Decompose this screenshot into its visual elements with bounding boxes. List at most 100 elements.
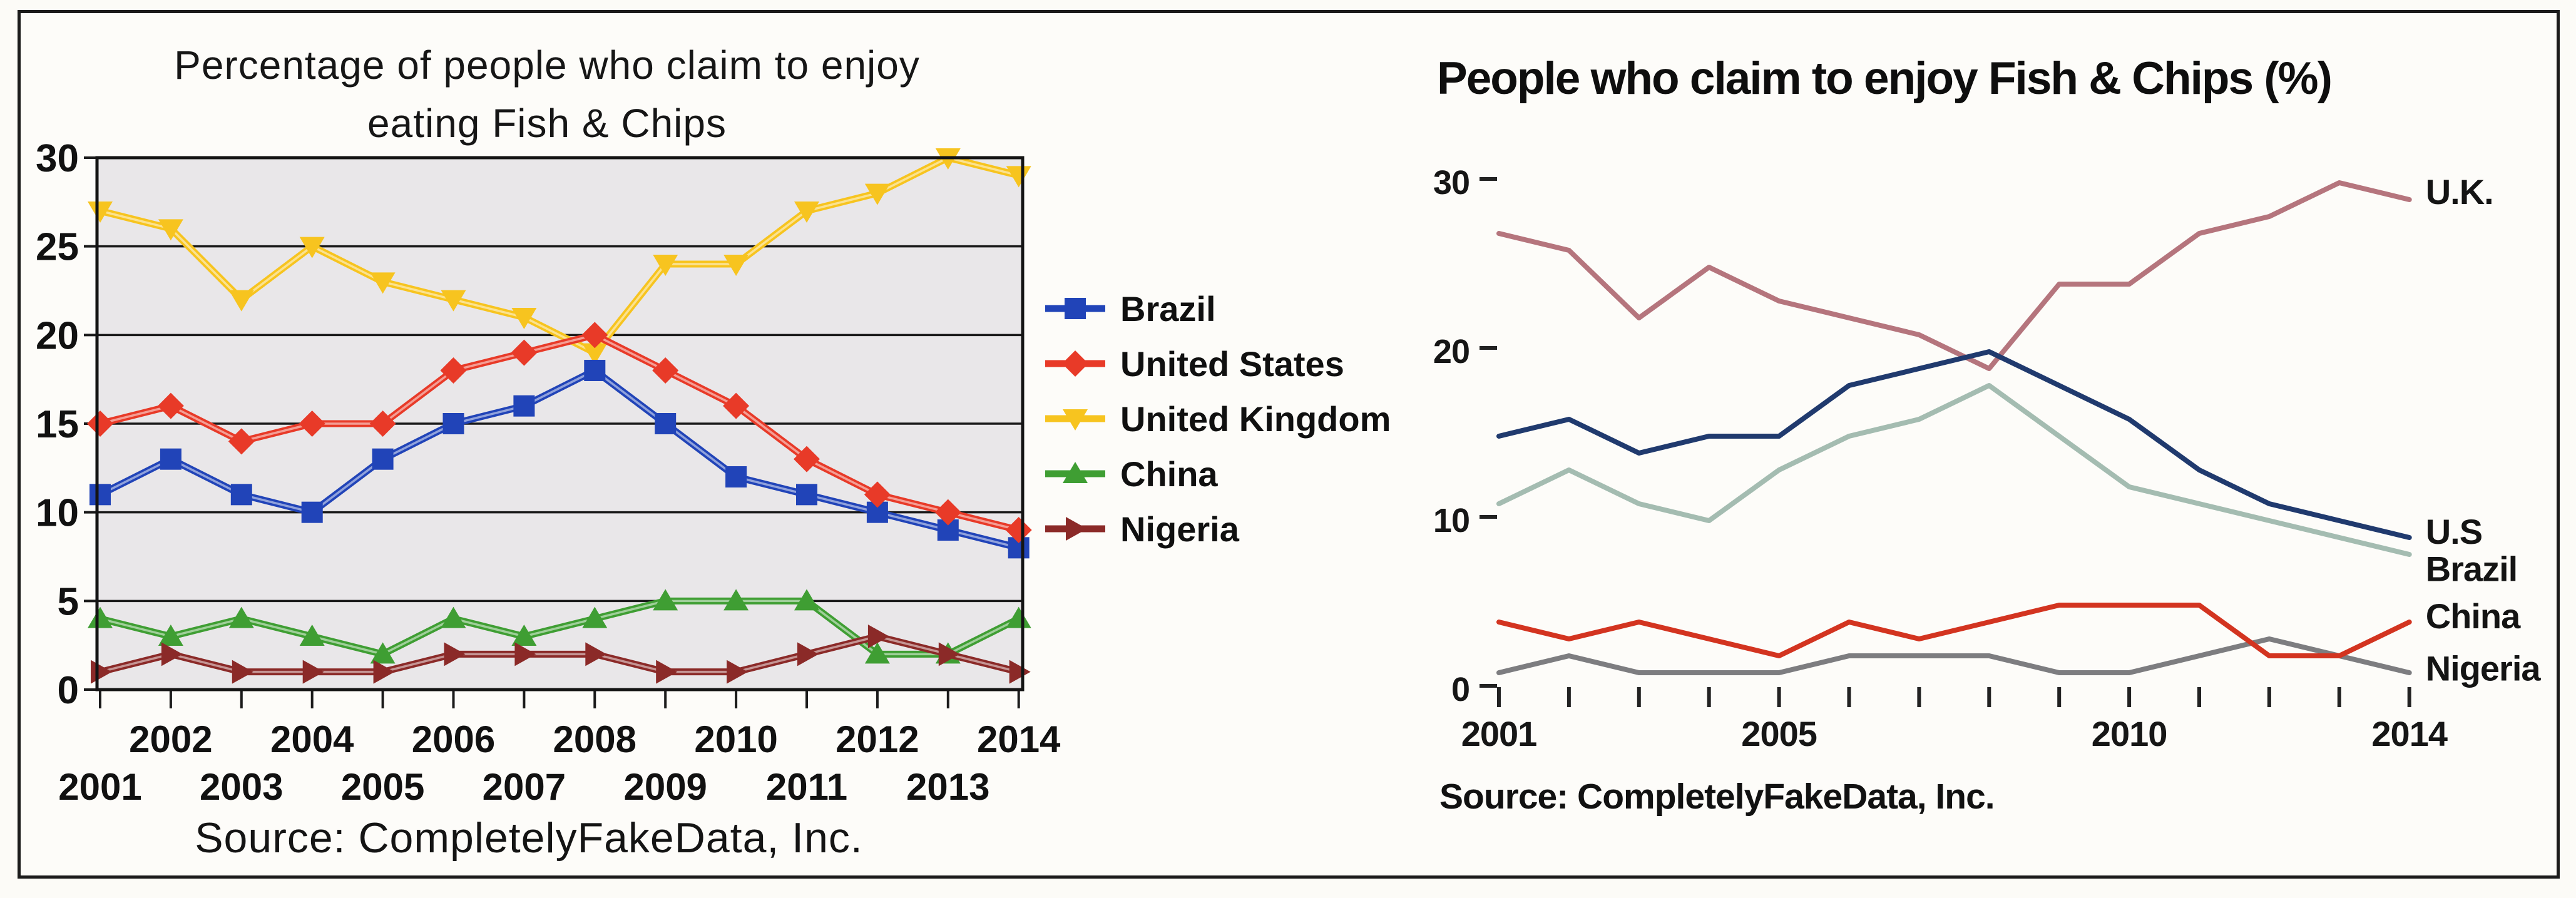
series-line	[1496, 383, 2412, 557]
x-axis-label: 2010	[2092, 714, 2167, 753]
series-china	[1496, 603, 2412, 658]
right-chart-x-axis: 2001 2005 2010 2014	[1461, 687, 2448, 753]
data-point-marker-diamond	[1062, 350, 1088, 377]
y-axis-label: 30	[36, 137, 79, 180]
data-point-marker-diamond	[864, 481, 891, 508]
data-point-marker-diamond	[511, 339, 538, 366]
legend-label: China	[1120, 454, 1218, 494]
data-point-marker-square	[1065, 298, 1086, 319]
y-axis-label: 10	[36, 492, 79, 535]
data-point-marker-square	[301, 501, 323, 523]
data-point-marker-diamond	[934, 499, 961, 526]
data-point-marker-triangle-right	[302, 660, 324, 684]
series-line	[1496, 349, 2412, 540]
data-point-marker-diamond	[440, 357, 467, 384]
y-axis-label: 30	[1433, 164, 1469, 202]
series-line	[1496, 603, 2412, 658]
left-chart-x-axis: 2001 2002 2003 2004 2005 2006 2007 2008 2009 2010…	[58, 690, 1061, 808]
data-point-marker-triangle-up	[511, 625, 537, 646]
data-point-marker-triangle-down	[794, 202, 819, 223]
data-point-marker-diamond	[299, 411, 325, 437]
data-point-marker-triangle-down	[228, 290, 254, 312]
right-chart-title: People who claim to enjoy Fish & Chips (…	[1437, 53, 2333, 104]
data-point-marker-triangle-down	[299, 237, 325, 258]
data-point-marker-triangle-down	[653, 255, 678, 276]
series-china	[88, 589, 1031, 664]
data-point-marker-triangle-right	[656, 660, 678, 684]
data-point-marker-triangle-down	[511, 308, 537, 329]
legend-item-nigeria: Nigeria	[1044, 509, 1391, 549]
y-axis-label: 10	[1433, 502, 1469, 539]
legend-item-united-kingdom: United Kingdom	[1044, 399, 1391, 439]
data-point-marker-triangle-down	[441, 290, 466, 312]
line-end-label-brazil: Brazil	[2426, 549, 2518, 588]
data-point-marker-square	[584, 360, 606, 381]
left-chart-title-line1: Percentage of people who claim to enjoy	[174, 43, 920, 88]
data-point-marker-square	[725, 466, 747, 487]
x-axis-label: 2008	[553, 718, 636, 760]
x-axis-label: 2013	[906, 766, 989, 808]
series-nigeria	[1496, 636, 2412, 675]
x-axis-label: 2005	[1741, 714, 1817, 753]
legend-swatch-triangle-up-icon	[1045, 462, 1105, 483]
data-point-marker-diamond	[87, 411, 113, 437]
legend-item-united-states: United States	[1044, 344, 1391, 384]
legend-label: United States	[1120, 344, 1344, 384]
data-point-marker-triangle-right	[938, 642, 960, 666]
legend-label: Brazil	[1120, 288, 1216, 329]
data-point-marker-triangle-up	[370, 642, 396, 664]
line-end-label-u-s: U.S	[2426, 512, 2482, 551]
legend-item-china: China	[1044, 454, 1391, 494]
data-point-marker-triangle-right	[797, 642, 819, 666]
data-point-marker-triangle-right	[161, 642, 183, 666]
left-chart-source: Source: CompletelyFakeData, Inc.	[195, 814, 863, 862]
x-axis-label: 2011	[766, 766, 847, 808]
x-axis-label: 2009	[623, 766, 707, 808]
data-point-marker-triangle-down	[582, 343, 608, 365]
x-axis-label: 2006	[412, 718, 495, 760]
series-united-kingdom	[88, 148, 1031, 365]
data-point-marker-triangle-up	[1063, 462, 1088, 483]
legend-swatch-square-icon	[1045, 298, 1105, 319]
data-point-marker-square	[796, 484, 817, 506]
series-line	[1496, 636, 2412, 675]
y-axis-label: 15	[36, 403, 79, 446]
x-axis-label: 2010	[694, 718, 777, 760]
y-axis-label: 20	[1433, 333, 1469, 370]
plot-area-border	[95, 156, 1025, 691]
data-point-marker-triangle-down	[723, 255, 749, 276]
data-point-marker-square	[655, 413, 677, 434]
data-point-marker-diamond	[369, 411, 396, 437]
data-point-marker-triangle-right	[514, 642, 536, 666]
data-point-marker-square	[89, 484, 111, 506]
data-point-marker-triangle-up	[653, 589, 678, 611]
data-point-marker-triangle-down	[1063, 409, 1088, 431]
data-point-marker-diamond	[652, 357, 679, 384]
data-point-marker-triangle-up	[864, 642, 890, 664]
data-point-marker-triangle-up	[794, 589, 819, 611]
data-point-marker-triangle-up	[88, 606, 113, 628]
y-axis-label: 5	[58, 580, 79, 623]
line-end-label-u-k: U.K.	[2426, 172, 2493, 212]
series-united-states	[87, 322, 1032, 543]
data-point-marker-triangle-down	[864, 183, 890, 205]
left-chart-y-axis: 0 5 10 15 20 25 30	[36, 137, 97, 712]
y-axis-label: 0	[1451, 671, 1469, 708]
series-line-highlight	[100, 334, 1020, 531]
right-chart-y-axis: 0 10 20 30	[1433, 164, 1497, 708]
left-chart-title-line2: eating Fish & Chips	[367, 100, 727, 146]
data-point-marker-triangle-right	[585, 642, 607, 666]
data-point-marker-triangle-down	[1006, 166, 1031, 188]
x-axis-label: 2001	[1461, 714, 1537, 753]
data-point-marker-triangle-right	[867, 625, 889, 648]
data-point-marker-square	[160, 448, 181, 470]
series-line-highlight	[100, 369, 1020, 549]
data-point-marker-triangle-right	[1009, 660, 1031, 684]
series-brazil	[1496, 383, 2412, 557]
data-point-marker-triangle-down	[88, 202, 113, 223]
data-point-marker-square	[442, 413, 464, 434]
series-line	[1496, 180, 2412, 371]
right-chart-source: Source: CompletelyFakeData, Inc.	[1439, 777, 1995, 817]
